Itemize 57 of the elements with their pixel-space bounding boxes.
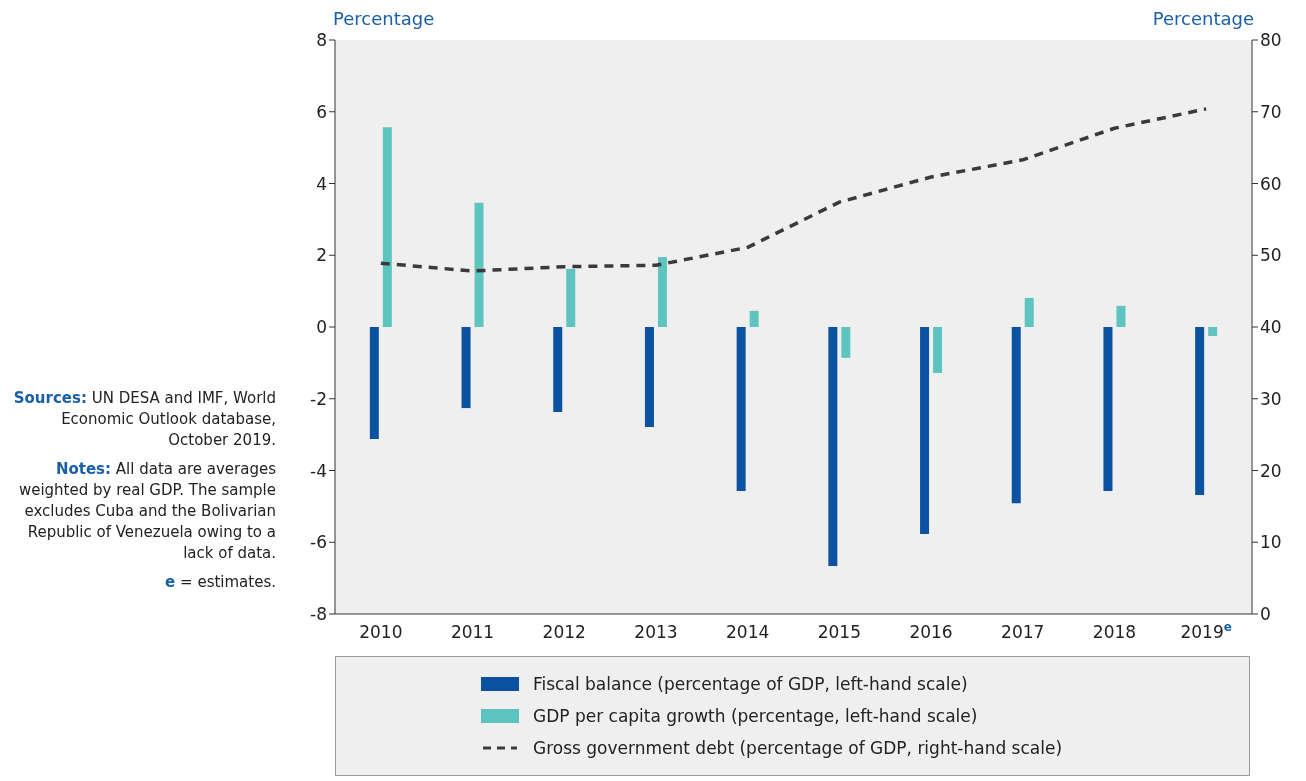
bar [1208, 327, 1218, 336]
bar [553, 327, 563, 413]
bar [1011, 327, 1021, 504]
bar [1024, 297, 1034, 327]
bar [566, 268, 576, 327]
x-tick-label: 2010 [359, 622, 403, 642]
bar [749, 310, 759, 327]
y-tick-label: 6 [316, 101, 327, 122]
bar [474, 202, 484, 327]
bar [841, 327, 851, 358]
bar [1116, 305, 1126, 327]
x-tick-label: 2017 [1001, 622, 1045, 642]
y2-tick-label: 50 [1260, 245, 1282, 266]
y2-tick-label: 20 [1260, 460, 1282, 481]
y-tick-label: 0 [316, 317, 327, 338]
bar [933, 327, 943, 373]
x-tick-label: 2013 [634, 622, 678, 642]
y-tick-label: -4 [310, 460, 327, 481]
y-tick-label: 4 [316, 173, 327, 194]
x-tick-label: 2018 [1092, 622, 1137, 642]
x-tick-label: 2015 [817, 622, 861, 642]
y2-tick-label: 30 [1260, 388, 1282, 409]
y-tick-label: -6 [310, 532, 327, 553]
y-axis-title: Percentage [333, 8, 435, 29]
y2-tick-label: 0 [1260, 604, 1271, 625]
y2-tick-label: 70 [1260, 101, 1282, 122]
bar [736, 327, 746, 491]
bar [644, 327, 654, 428]
bar [828, 327, 838, 566]
text: Notes: All data are averages weighted by real GDP. The sample excludes Cuba and the Bolivarian Republic of Venezuela owing to a lack of data. [17, 459, 276, 564]
y2-axis-title: Percentage [1152, 8, 1254, 29]
bar [1195, 327, 1205, 495]
bar [369, 327, 379, 439]
x-tick-label: 2012 [542, 622, 586, 642]
x-tick-label: 2016 [909, 622, 953, 642]
bar [920, 327, 930, 534]
x-tick-label: 2011 [450, 622, 495, 642]
y-tick-label: 2 [316, 245, 327, 266]
y2-tick-label: 10 [1260, 532, 1282, 553]
y-tick-label: -2 [310, 388, 327, 409]
y-tick-label: -8 [310, 604, 327, 625]
bar [657, 257, 667, 327]
bar [461, 327, 471, 409]
y2-tick-label: 40 [1260, 317, 1282, 338]
bar [1103, 327, 1113, 491]
source-note: Sources: UN DESA and IMF, World Economic Outlook database, October 2019. [12, 388, 276, 451]
y2-tick-label: 80 [1260, 30, 1282, 51]
bar [382, 127, 392, 327]
text: e = estimates. [164, 572, 276, 593]
line-series [379, 107, 1208, 273]
y-tick-label: 8 [316, 30, 327, 51]
x-tick-label: 2014 [726, 622, 770, 642]
legend-label: Fiscal balance (percentage of GDP, left-hand scale) [533, 674, 968, 694]
legend-label: Gross government debt (percentage of GDP, right-hand scale) [533, 738, 1063, 758]
x-tick-label: 2019$^{e}$ [1180, 620, 1232, 642]
legend-label: GDP per capita growth (percentage, left-hand scale) [533, 706, 978, 726]
y2-tick-label: 60 [1260, 173, 1282, 194]
